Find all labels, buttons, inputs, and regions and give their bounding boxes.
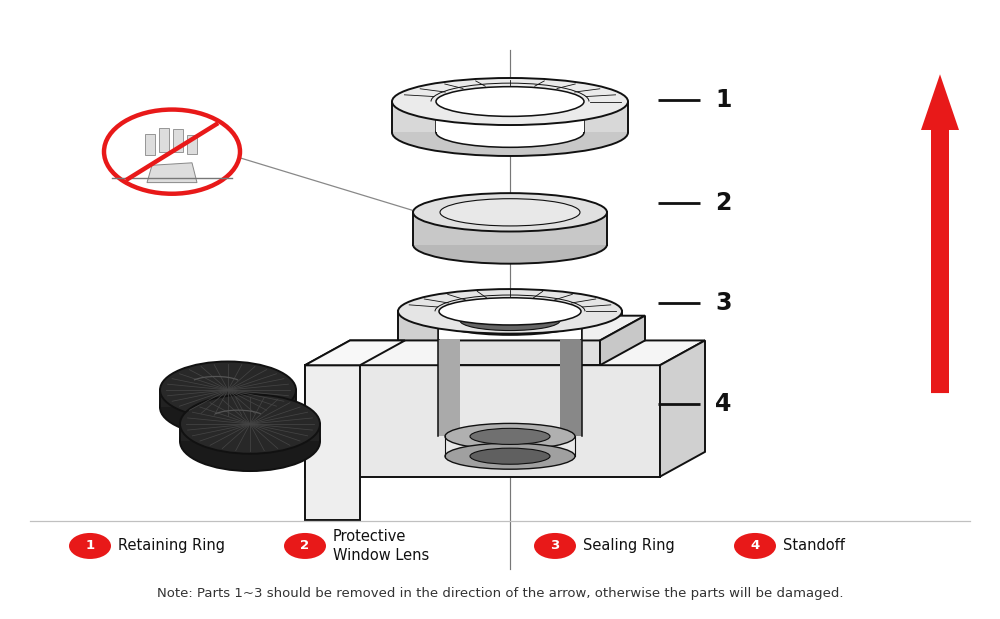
Text: Protective
Window Lens: Protective Window Lens <box>333 529 429 563</box>
Polygon shape <box>305 340 705 365</box>
Ellipse shape <box>180 394 320 454</box>
Polygon shape <box>305 340 405 365</box>
Ellipse shape <box>160 379 296 436</box>
Ellipse shape <box>160 361 296 418</box>
Polygon shape <box>921 74 959 393</box>
Polygon shape <box>187 135 197 154</box>
Text: 3: 3 <box>550 539 560 553</box>
Circle shape <box>534 533 576 559</box>
Polygon shape <box>436 102 584 132</box>
Ellipse shape <box>440 199 580 226</box>
Circle shape <box>69 533 111 559</box>
Text: 1: 1 <box>715 89 731 112</box>
Polygon shape <box>159 128 169 152</box>
Text: 2: 2 <box>715 191 731 215</box>
Ellipse shape <box>470 428 550 444</box>
Polygon shape <box>145 134 155 155</box>
Polygon shape <box>398 311 622 339</box>
Text: Retaining Ring: Retaining Ring <box>118 539 225 553</box>
Polygon shape <box>305 365 660 477</box>
Polygon shape <box>147 163 197 183</box>
Ellipse shape <box>439 298 581 325</box>
Ellipse shape <box>392 78 628 125</box>
Ellipse shape <box>439 326 581 353</box>
Polygon shape <box>173 129 183 152</box>
Polygon shape <box>392 102 628 132</box>
Ellipse shape <box>413 225 607 264</box>
Ellipse shape <box>436 87 584 116</box>
Text: 2: 2 <box>300 539 310 553</box>
Polygon shape <box>660 340 705 477</box>
Polygon shape <box>160 390 296 407</box>
Text: 4: 4 <box>750 539 760 553</box>
Polygon shape <box>440 340 600 365</box>
Circle shape <box>104 110 240 194</box>
Polygon shape <box>413 212 607 245</box>
Ellipse shape <box>392 109 628 156</box>
Ellipse shape <box>438 306 582 335</box>
Polygon shape <box>600 316 645 365</box>
Ellipse shape <box>436 118 584 147</box>
Circle shape <box>284 533 326 559</box>
Text: 1: 1 <box>85 539 95 553</box>
Text: Standoff: Standoff <box>783 539 845 553</box>
Text: 4: 4 <box>715 392 731 415</box>
Ellipse shape <box>470 448 550 464</box>
Polygon shape <box>439 311 581 339</box>
Text: 3: 3 <box>715 292 732 315</box>
Circle shape <box>734 533 776 559</box>
Polygon shape <box>440 316 645 340</box>
Ellipse shape <box>460 311 560 331</box>
Polygon shape <box>305 365 360 520</box>
Ellipse shape <box>398 289 622 334</box>
Ellipse shape <box>413 193 607 232</box>
Polygon shape <box>180 424 320 441</box>
Ellipse shape <box>445 443 575 469</box>
Text: Sealing Ring: Sealing Ring <box>583 539 675 553</box>
Text: Note: Parts 1~3 should be removed in the direction of the arrow, otherwise the p: Note: Parts 1~3 should be removed in the… <box>157 587 843 600</box>
Polygon shape <box>438 321 460 436</box>
Ellipse shape <box>445 423 575 449</box>
Polygon shape <box>560 321 582 436</box>
Ellipse shape <box>180 412 320 471</box>
Ellipse shape <box>398 317 622 361</box>
